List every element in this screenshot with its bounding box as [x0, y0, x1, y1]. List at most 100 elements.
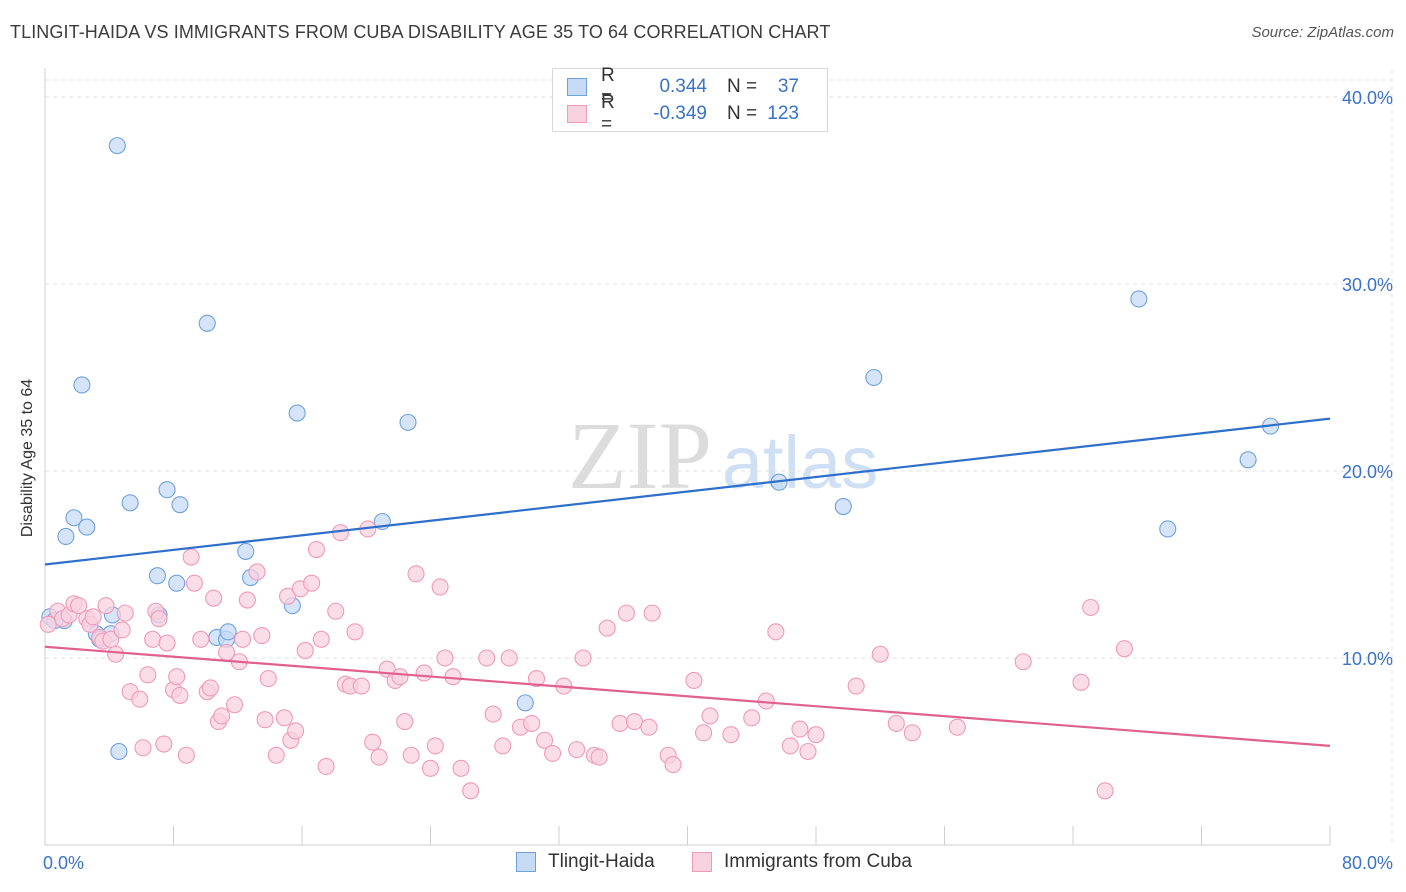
cuba-point [134, 739, 152, 757]
bottom-legend-swatch-pink [692, 852, 712, 872]
cuba-point [544, 744, 562, 762]
tlingit-point [121, 494, 139, 512]
legend-swatch-pink [567, 105, 587, 123]
cuba-point [248, 563, 266, 581]
cuba-point [234, 630, 252, 648]
cuba-point [452, 759, 470, 777]
cuba-point [97, 597, 115, 615]
cuba-point [278, 587, 297, 605]
trend-line-tlingit-haida [44, 417, 1331, 566]
cuba-point [948, 718, 966, 736]
bottom-legend-label: Tlingit-Haida [548, 851, 655, 872]
cuba-point [182, 548, 200, 566]
tlingit-point [158, 481, 176, 499]
cuba-point [625, 713, 644, 731]
bottom-legend-immigrants-from-cuba: Immigrants from Cuba [692, 851, 912, 873]
tlingit-point [1239, 451, 1257, 469]
watermark-zip: ZIP [568, 402, 712, 509]
tlingit-point [237, 542, 255, 560]
cuba-point [478, 649, 496, 667]
cuba-point [887, 714, 905, 733]
cuba-point [701, 707, 719, 725]
bottom-legend-tlingit-haida: Tlingit-Haida [516, 851, 655, 873]
tlingit-point [1130, 290, 1148, 308]
cuba-point [611, 714, 629, 733]
cuba-point [426, 737, 444, 755]
x-tick-label: 80.0% [1342, 853, 1393, 873]
cuba-point [327, 602, 345, 620]
cuba-point [107, 645, 125, 663]
y-tick-label: 20.0% [1342, 462, 1393, 482]
cuba-point [144, 630, 162, 648]
cuba-point [722, 726, 740, 744]
legend-row-immigrants-from-cuba: R = -0.349 N = 123 [567, 92, 799, 135]
legend-n-label: N = [727, 103, 758, 124]
bottom-legend-swatch-blue [516, 852, 536, 872]
cuba-point [317, 757, 335, 776]
cuba-point [1014, 653, 1032, 671]
cuba-point [303, 574, 321, 592]
cuba-point [131, 690, 149, 708]
cuba-point [396, 713, 414, 731]
cuba-point [352, 677, 370, 695]
series-immigrants-from-cuba [39, 520, 1133, 800]
cuba-point [205, 589, 223, 607]
cuba-point [415, 664, 433, 682]
cuba-point [643, 604, 661, 622]
tlingit-point [108, 137, 126, 155]
cuba-point [791, 720, 809, 738]
y-tick-label: 30.0% [1342, 275, 1393, 295]
cuba-point [1072, 673, 1090, 691]
cuba-point [685, 671, 703, 689]
cuba-point [1082, 598, 1100, 617]
tlingit-point [865, 368, 883, 387]
cuba-point [847, 677, 865, 695]
cuba-point [484, 705, 502, 723]
cuba-point [364, 733, 382, 751]
tlingit-point [73, 376, 91, 394]
cuba-point [201, 679, 219, 697]
cuba-point [267, 746, 285, 764]
cuba-point [256, 711, 274, 729]
x-tick-label: 0.0% [43, 853, 84, 873]
cuba-point [444, 668, 462, 686]
chart-title: TLINGIT-HAIDA VS IMMIGRANTS FROM CUBA DI… [10, 22, 831, 42]
legend-n-value: 37 [777, 76, 799, 97]
tlingit-point [78, 518, 96, 536]
tlingit-point [1159, 520, 1177, 538]
legend-r-value: -0.349 [653, 103, 707, 124]
cuba-point [767, 623, 785, 641]
tlingit-point [198, 314, 216, 332]
tlingit-point [148, 567, 166, 585]
cuba-point [275, 709, 293, 727]
cuba-point [213, 707, 231, 725]
cuba-point [535, 731, 554, 749]
cuba-point [903, 724, 921, 742]
cuba-point [402, 746, 420, 764]
legend-r-value: 0.344 [659, 76, 707, 97]
cuba-point [155, 735, 173, 753]
cuba-point [598, 619, 616, 637]
cuba-point [640, 718, 658, 736]
cuba-point [171, 686, 189, 704]
cuba-point [225, 696, 244, 714]
legend-row-tlingit-haida: R = 0.344 N = 37 [567, 65, 799, 108]
cuba-point [39, 615, 57, 633]
cuba-point [568, 741, 586, 759]
cuba-point [287, 722, 305, 740]
cuba-point [158, 634, 176, 652]
cuba-point [70, 597, 88, 615]
cuba-point [238, 591, 256, 609]
legend-n-label: N = [727, 76, 758, 97]
tlingit-point [168, 574, 186, 592]
cuba-point [370, 748, 388, 766]
y-tick-label: 40.0% [1342, 88, 1393, 108]
cuba-point [781, 737, 799, 755]
cuba-point [436, 649, 454, 667]
cuba-point [192, 630, 210, 648]
cuba-point [527, 670, 546, 688]
cuba-point [574, 649, 592, 667]
y-tick-label: 10.0% [1342, 649, 1393, 669]
legend-r-label: R = [601, 92, 615, 135]
